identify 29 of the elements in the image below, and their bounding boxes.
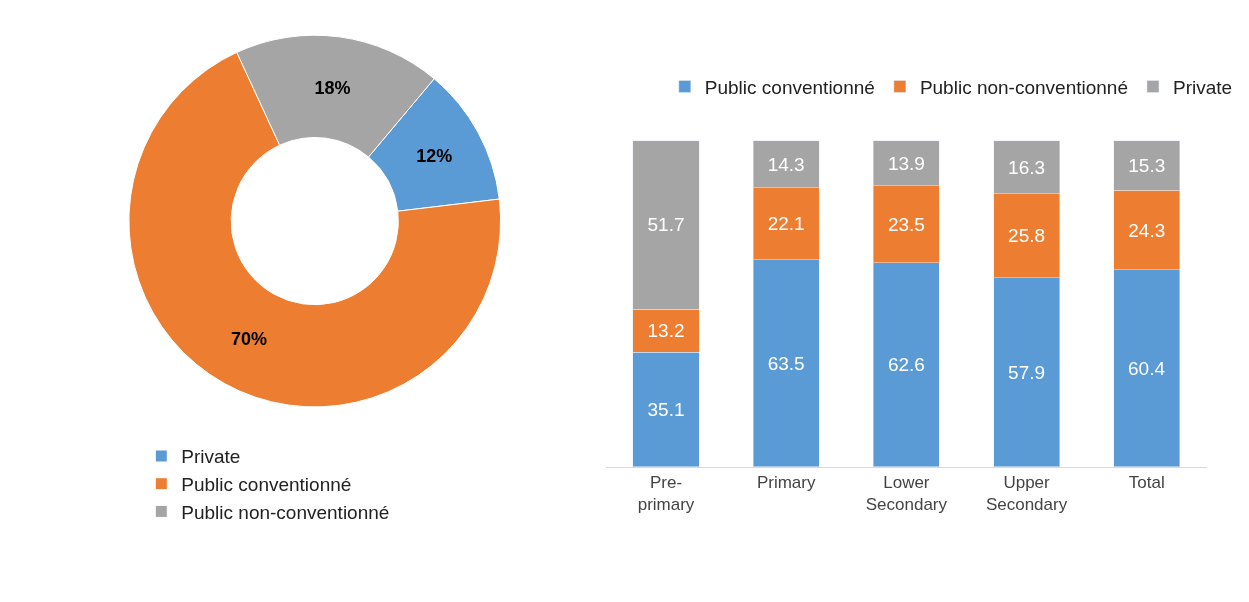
data-label: 51.7 <box>647 214 685 236</box>
data-label: 22.1 <box>767 213 805 235</box>
x-tick-label: Upper Secondary <box>985 473 1068 515</box>
x-tick-label: Primary <box>756 473 816 493</box>
data-label: 62.6 <box>887 354 925 376</box>
data-label: 14.3 <box>767 153 805 175</box>
data-label: 70% <box>231 328 268 349</box>
data-label: 13.9 <box>887 152 925 174</box>
data-label: 60.4 <box>1128 357 1166 379</box>
data-label: 24.3 <box>1128 219 1166 241</box>
data-label: 63.5 <box>767 352 805 374</box>
legend-label: Private <box>181 446 241 468</box>
data-label: 13.2 <box>647 320 685 342</box>
data-label: 18% <box>314 77 351 98</box>
legend-label: Public non-conventionné <box>181 501 390 523</box>
legend-label: Public non-conventionné <box>919 76 1128 98</box>
legend-label: Public conventionné <box>181 474 352 496</box>
x-tick-label: Lower Secondary <box>865 473 948 515</box>
data-label: 15.3 <box>1128 155 1166 177</box>
x-tick-label: Total <box>1128 473 1165 493</box>
data-label: 35.1 <box>647 399 685 421</box>
data-label: 25.8 <box>1008 225 1046 247</box>
data-label: 23.5 <box>887 213 925 235</box>
data-label: 16.3 <box>1008 156 1046 178</box>
data-label: 57.9 <box>1008 361 1046 383</box>
legend-label: Public conventionné <box>704 76 875 98</box>
data-label: 12% <box>416 146 453 167</box>
legend-label: Private <box>1172 76 1233 98</box>
x-tick-label: Pre-primary <box>637 473 695 515</box>
